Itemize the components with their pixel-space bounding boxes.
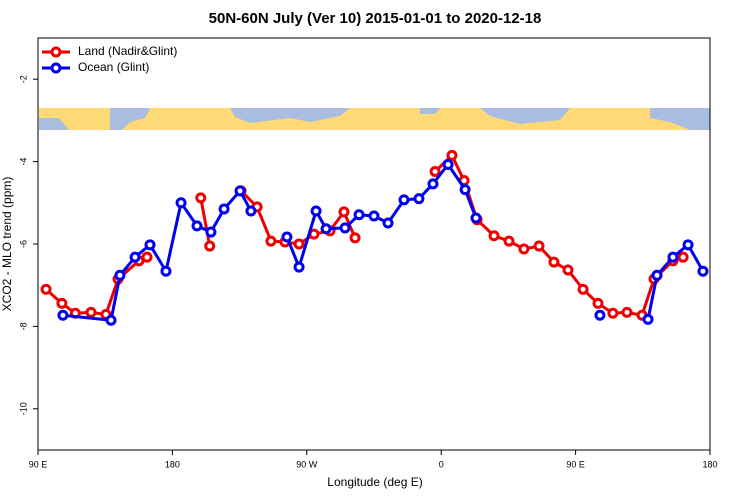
- legend-marker: [50, 62, 62, 74]
- data-point: [533, 240, 545, 252]
- data-point: [114, 269, 126, 281]
- data-point: [594, 309, 606, 321]
- data-point: [205, 226, 217, 238]
- data-point: [310, 205, 322, 217]
- data-point: [398, 194, 410, 206]
- data-point: [245, 205, 257, 217]
- data-point: [195, 192, 207, 204]
- map-strip: [39, 108, 710, 130]
- legend-marker: [50, 46, 62, 58]
- data-point: [677, 251, 689, 263]
- data-point: [141, 251, 153, 263]
- data-point: [446, 149, 458, 161]
- legend-label: Ocean (Glint): [78, 60, 149, 74]
- data-point: [281, 231, 293, 243]
- x-tick-label: 0: [439, 459, 444, 469]
- series-line: [434, 152, 684, 317]
- series-line: [240, 189, 357, 246]
- data-point: [621, 306, 633, 318]
- x-tick-label: 90 E: [29, 459, 48, 469]
- data-point: [607, 307, 619, 319]
- data-point: [697, 265, 709, 277]
- data-point: [470, 212, 482, 224]
- data-point: [592, 297, 604, 309]
- series-line: [199, 197, 212, 247]
- legend-label: Land (Nadir&Glint): [78, 44, 177, 58]
- data-point: [459, 184, 471, 196]
- data-point: [503, 235, 515, 247]
- data-point: [562, 264, 574, 276]
- data-point: [353, 209, 365, 221]
- data-point: [320, 223, 332, 235]
- data-point: [105, 314, 117, 326]
- x-tick-label: 180: [702, 459, 717, 469]
- y-tick-label: -10: [18, 402, 28, 415]
- y-axis-label: XCO2 - MLO trend (ppm): [0, 177, 14, 312]
- data-point: [548, 256, 560, 268]
- data-point: [642, 313, 654, 325]
- data-point: [191, 220, 203, 232]
- y-tick-label: -4: [18, 158, 28, 166]
- data-point: [368, 210, 380, 222]
- y-tick-label: -6: [18, 240, 28, 248]
- data-point: [218, 203, 230, 215]
- data-point: [429, 165, 441, 177]
- data-point: [427, 178, 439, 190]
- data-point: [667, 251, 679, 263]
- data-point: [160, 265, 172, 277]
- data-point: [442, 158, 454, 170]
- data-point: [56, 297, 68, 309]
- y-tick-label: -8: [18, 322, 28, 330]
- data-point: [85, 306, 97, 318]
- data-point: [338, 206, 350, 218]
- data-point: [577, 283, 589, 295]
- data-point: [234, 185, 246, 197]
- data-point: [682, 239, 694, 251]
- data-point: [265, 235, 277, 247]
- data-point: [488, 230, 500, 242]
- data-point: [651, 269, 663, 281]
- data-point: [293, 238, 305, 250]
- x-axis-label: Longitude (deg E): [327, 475, 422, 489]
- chart-title: 50N-60N July (Ver 10) 2015-01-01 to 2020…: [209, 10, 542, 27]
- data-point: [382, 217, 394, 229]
- data-point: [293, 261, 305, 273]
- data-point: [144, 239, 156, 251]
- data-point: [518, 243, 530, 255]
- data-point: [413, 193, 425, 205]
- data-point: [204, 240, 216, 252]
- y-tick-label: -2: [18, 75, 28, 83]
- x-tick-label: 90 W: [296, 459, 318, 469]
- x-tick-label: 90 E: [566, 459, 585, 469]
- data-point: [175, 197, 187, 209]
- data-point: [349, 232, 361, 244]
- data-point: [339, 222, 351, 234]
- x-tick-label: 180: [165, 459, 180, 469]
- data-point: [57, 309, 69, 321]
- data-point: [129, 251, 141, 263]
- plot-frame: [37, 37, 711, 451]
- data-point: [40, 283, 52, 295]
